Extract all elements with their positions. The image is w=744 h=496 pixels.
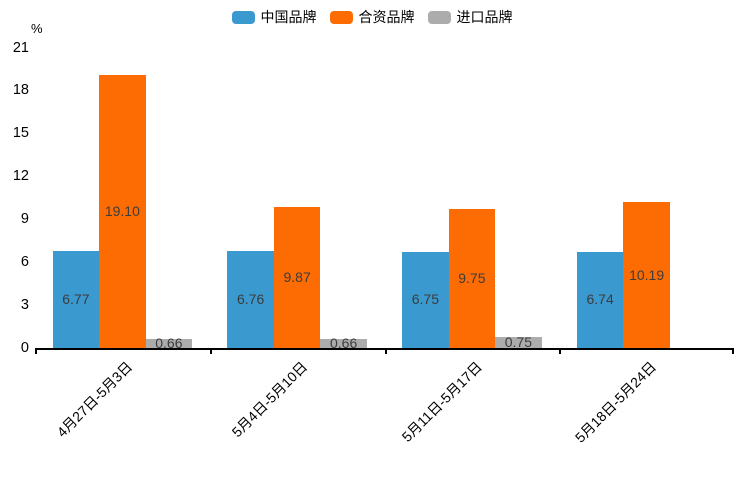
import-brand-bar-value-label: 0.66 <box>155 334 183 351</box>
china-brand-bar <box>402 251 449 348</box>
x-axis-tick <box>732 348 734 354</box>
y-axis-unit-label: % <box>31 21 43 36</box>
legend-label-import-brand: 进口品牌 <box>456 9 513 25</box>
x-axis-category-label: 5月18日-5月24日 <box>572 358 660 446</box>
y-axis-tick-label: 12 <box>12 168 29 185</box>
joint-venture-brand-bar-value-label: 19.10 <box>104 203 140 220</box>
legend-item-import-brand: 进口品牌 <box>427 7 513 27</box>
china-brand-bar-value-label: 6.77 <box>62 291 90 308</box>
legend: 中国品牌 合资品牌 进口品牌 <box>0 7 744 27</box>
joint-venture-brand-bar <box>448 208 496 348</box>
legend-swatch-china-brand <box>231 10 255 24</box>
legend-item-joint-venture-brand: 合资品牌 <box>329 7 415 27</box>
y-axis-tick-label: 18 <box>12 82 29 99</box>
legend-swatch-joint-venture-brand <box>329 10 353 24</box>
import-brand-bar-value-label: 0.75 <box>504 334 532 351</box>
plot-area: 0 3 6 9 12 15 18 21 6.77 19.10 0.66 4月27日-5月3日 6.76 9… <box>13 40 734 446</box>
y-axis-tick-label: 3 <box>20 296 29 313</box>
joint-venture-brand-bar <box>273 207 321 348</box>
china-brand-bar-value-label: 6.76 <box>237 291 265 308</box>
y-axis-tick-label: 15 <box>12 125 29 142</box>
joint-venture-brand-bar <box>99 75 146 348</box>
y-axis-tick-label: 9 <box>20 210 29 227</box>
import-brand-bar-value-label: 0.66 <box>330 334 358 351</box>
x-axis-category-label: 5月4日-5月10日 <box>228 358 310 441</box>
china-brand-bar <box>227 251 274 348</box>
joint-venture-brand-bar-value-label: 9.87 <box>283 269 311 285</box>
import-brand-bar <box>495 337 542 348</box>
china-brand-bar <box>52 251 100 348</box>
joint-venture-brand-bar-value-label: 10.19 <box>629 266 665 283</box>
joint-venture-brand-bar-value-label: 9.75 <box>458 269 486 286</box>
legend-label-joint-venture-brand: 合资品牌 <box>358 9 415 25</box>
x-axis-category-label: 4月27日-5月3日 <box>53 358 136 441</box>
import-brand-bar <box>320 338 367 348</box>
x-axis-tick <box>559 348 562 354</box>
china-brand-bar-value-label: 6.75 <box>411 291 439 308</box>
legend-label-china-brand: 中国品牌 <box>260 9 317 25</box>
legend-swatch-import-brand <box>427 10 451 24</box>
import-brand-bar <box>145 338 193 348</box>
x-axis-tick <box>209 348 212 354</box>
china-brand-bar-value-label: 6.74 <box>586 291 614 308</box>
china-brand-bar <box>576 251 624 348</box>
x-axis-tick <box>35 348 37 354</box>
y-axis-tick-label: 0 <box>20 339 29 356</box>
y-axis-tick-label: 6 <box>20 253 29 270</box>
x-axis-tick <box>384 348 387 354</box>
legend-item-china-brand: 中国品牌 <box>231 7 317 27</box>
y-axis-tick-label: 21 <box>12 39 29 56</box>
joint-venture-brand-bar <box>623 202 670 348</box>
x-axis-category-label: 5月11日-5月17日 <box>398 358 485 445</box>
